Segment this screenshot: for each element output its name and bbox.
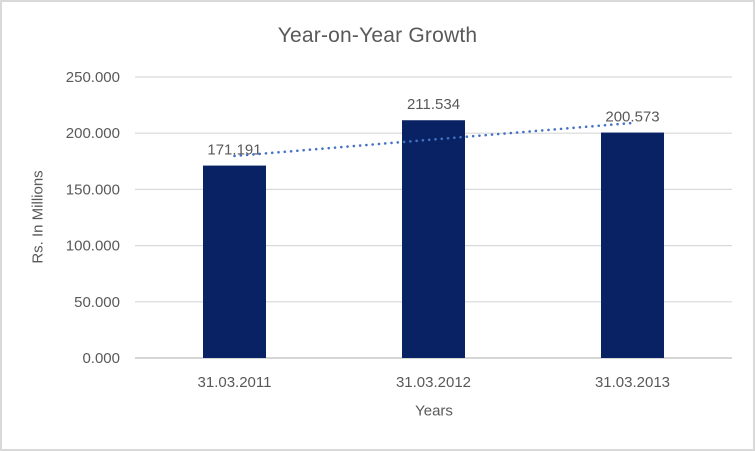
y-tick-label: 100.000	[66, 238, 120, 255]
y-tick-label: 0.000	[82, 350, 120, 367]
bar	[203, 165, 266, 358]
bar	[601, 132, 664, 358]
y-tick-label: 50.000	[74, 294, 120, 311]
bar-data-label: 200.573	[605, 109, 659, 126]
chart-title: Year-on-Year Growth	[277, 24, 478, 47]
x-tick-label: 31.03.2011	[198, 374, 272, 391]
y-tick-label: 200.000	[66, 125, 120, 142]
y-tick-label: 250.000	[66, 69, 120, 86]
y-tick-label: 150.000	[66, 181, 120, 198]
bar-data-label: 211.534	[407, 96, 460, 113]
x-tick-label: 31.03.2013	[595, 374, 670, 391]
x-tick-label: 31.03.2012	[396, 374, 471, 391]
x-axis-title: Years	[415, 402, 453, 420]
bar	[402, 120, 465, 359]
trendline	[233, 121, 634, 158]
